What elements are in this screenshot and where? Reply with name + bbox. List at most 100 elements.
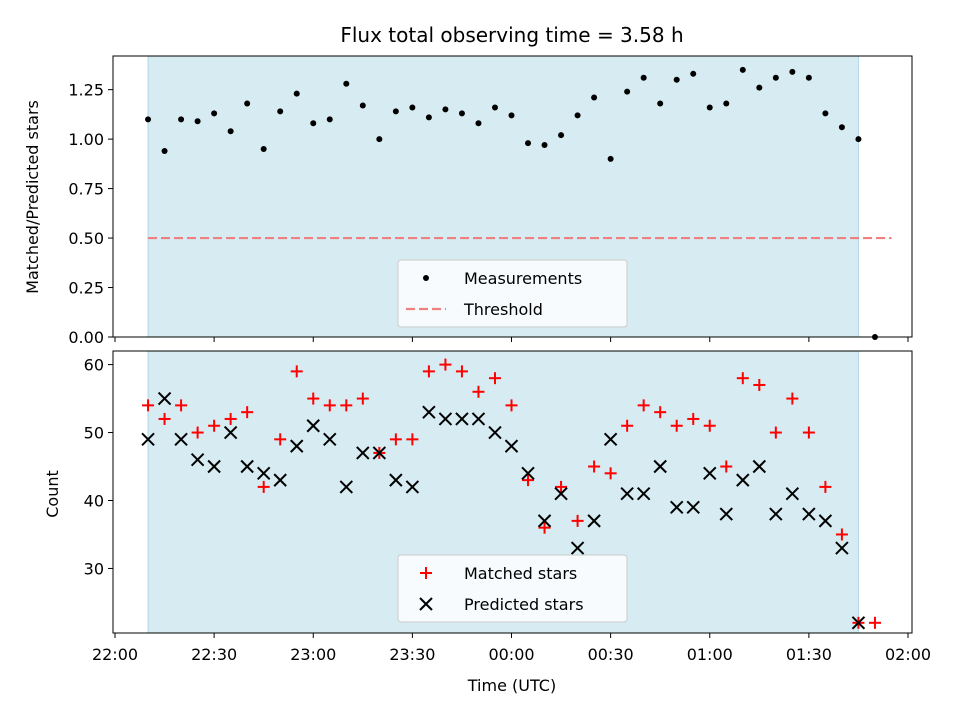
top-legend: Measurements Threshold (397, 259, 628, 328)
measurements-point (442, 106, 449, 113)
predicted-stars-point (290, 439, 304, 453)
measurements-point (310, 120, 317, 127)
predicted-stars-point (603, 432, 618, 447)
legend-measurements-label: Measurements (464, 269, 582, 288)
predicted-stars-point (306, 419, 320, 433)
matched-stars-point (604, 467, 617, 480)
measurements-point (855, 136, 862, 143)
matched-stars-point (472, 385, 485, 398)
predicted-stars-point (471, 412, 486, 426)
matched-stars-point (340, 399, 353, 412)
matched-stars-point (241, 406, 254, 419)
matched-stars-point (835, 528, 848, 541)
measurements-point (260, 146, 267, 153)
predicted-stars-point (389, 473, 403, 487)
measurements-point (558, 132, 565, 139)
predicted-stars-point (174, 432, 188, 447)
matched-stars-point (191, 426, 204, 439)
matched-stars-point (654, 406, 667, 419)
top-y-tick-label: 1.00 (68, 130, 104, 149)
legend-measurements-marker (423, 275, 429, 281)
predicted-stars-point (785, 486, 800, 501)
matched-stars-point (687, 412, 700, 425)
x-axis-label: Time (UTC) (467, 676, 556, 695)
matched-stars-point (274, 433, 287, 446)
matched-stars-point (208, 419, 221, 432)
measurements-point (673, 76, 680, 83)
measurements-point (525, 140, 532, 147)
bottom-y-tick-label: 50 (84, 424, 104, 443)
matched-stars-point (802, 426, 815, 439)
measurements-point (161, 147, 168, 154)
measurements-point (508, 112, 515, 119)
measurements-point (723, 100, 730, 107)
measurements-point (772, 74, 779, 81)
measurements-point (822, 110, 829, 117)
measurements-point (343, 80, 350, 87)
x-tick-label: 23:00 (290, 645, 336, 664)
predicted-stars-point (703, 466, 717, 481)
measurements-point (624, 88, 631, 95)
predicted-stars-point (323, 432, 337, 447)
measurements-point (425, 114, 432, 121)
measurements-point (706, 104, 713, 111)
top-y-axis-label: Matched/Predicted stars (23, 100, 42, 294)
top-y-tick-label: 0.25 (68, 279, 104, 298)
legend-threshold-label: Threshold (463, 300, 543, 319)
predicted-stars-point (736, 473, 750, 487)
measurements-point (409, 104, 416, 111)
matched-stars-point (439, 358, 452, 371)
predicted-stars-point (339, 480, 353, 494)
matched-stars-point (588, 460, 601, 473)
measurements-point (607, 155, 614, 162)
matched-stars-point (868, 616, 881, 629)
top-y-tick-label: 0.75 (68, 180, 104, 199)
measurements-point (491, 104, 498, 111)
measurements-point (194, 118, 201, 125)
matched-stars-point (786, 392, 799, 405)
predicted-stars-point (240, 459, 254, 474)
predicted-stars-point (405, 480, 420, 494)
predicted-stars-point (141, 432, 155, 447)
bottom-y-axis-label: Count (43, 470, 62, 518)
measurements-point (392, 108, 399, 115)
matched-stars-point (505, 399, 518, 412)
predicted-stars-point (653, 459, 667, 474)
measurements-point (227, 128, 234, 135)
predicted-stars-point (537, 514, 552, 528)
measurements-point (326, 116, 333, 123)
bottom-y-tick-label: 40 (84, 491, 104, 510)
measurements-point (541, 142, 548, 149)
x-tick-label: 00:00 (488, 645, 534, 664)
matched-stars-point (703, 419, 716, 432)
measurements-point (211, 110, 218, 117)
predicted-stars-point (818, 514, 833, 528)
predicted-stars-point (372, 446, 387, 460)
matched-stars-point (488, 372, 501, 385)
matched-stars-point (158, 412, 171, 425)
measurements-point (145, 116, 152, 123)
predicted-stars-point (207, 459, 221, 474)
predicted-stars-point (802, 507, 816, 521)
bottom-legend: Matched stars Predicted stars (397, 554, 628, 623)
matched-stars-point (571, 514, 584, 527)
predicted-stars-point (670, 500, 684, 514)
measurements-point (359, 102, 366, 109)
matched-stars-point (819, 480, 832, 493)
legend-predicted-stars-label: Predicted stars (464, 595, 584, 614)
predicted-stars-point (686, 500, 700, 514)
predicted-stars-point (438, 412, 453, 426)
matched-stars-point (555, 480, 568, 493)
predicted-stars-point (455, 412, 469, 426)
measurements-point (640, 74, 647, 81)
predicted-stars-point (554, 486, 568, 501)
bottom-y-tick-label: 60 (84, 356, 104, 375)
matched-stars-point (522, 474, 535, 487)
measurements-point (376, 136, 383, 143)
matched-stars-point (753, 378, 766, 391)
top-legend-box (397, 259, 628, 328)
matched-stars-point (142, 399, 155, 412)
measurements-point (756, 84, 763, 91)
matched-stars-point (621, 419, 634, 432)
